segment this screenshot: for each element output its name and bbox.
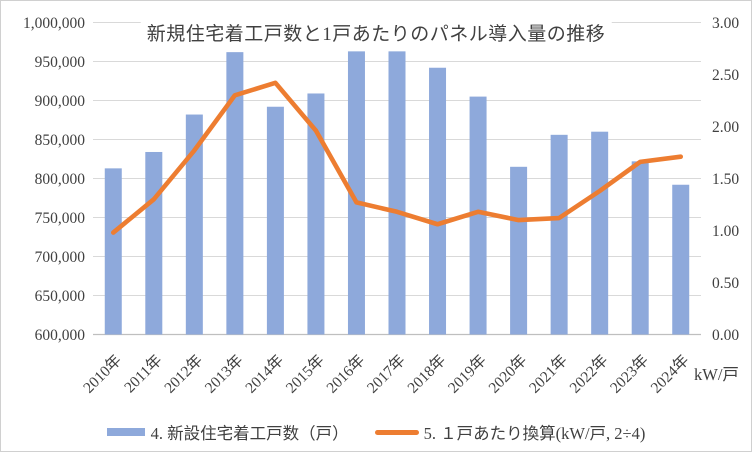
left-axis-tick-label: 850,000: [35, 132, 86, 149]
right-axis-tick-label: 0.50: [712, 275, 739, 292]
bar-2011年: [145, 151, 163, 335]
bar-2020年: [510, 166, 528, 335]
x-axis-label: 2017年: [363, 351, 409, 397]
bar-2015年: [307, 93, 325, 335]
x-axis-label: 2011年: [120, 351, 165, 396]
left-axis-tick-label: 750,000: [35, 210, 86, 227]
x-axis-label: 2023年: [606, 351, 652, 397]
right-axis-tick-label: 0.00: [712, 327, 739, 344]
line-series-swatch: [374, 429, 419, 435]
bar-2017年: [388, 51, 406, 335]
bar-2023年: [631, 161, 649, 335]
bar-2018年: [429, 67, 447, 335]
x-axis-label: 2014年: [242, 351, 288, 397]
bar-2014年: [266, 106, 284, 335]
legend-item-line-series: 5. １戸あたり換算(kW/戸, 2÷4): [374, 420, 646, 444]
right-axis-tick-label: 2.50: [712, 67, 739, 84]
bar-2021年: [550, 134, 568, 335]
x-axis-label: 2010年: [79, 351, 125, 397]
bar-2012年: [185, 114, 203, 335]
bar-2024年: [672, 184, 690, 335]
left-axis-tick-label: 700,000: [35, 249, 86, 266]
right-axis-tick-label: 1.50: [712, 171, 739, 188]
bar-2013年: [226, 52, 244, 335]
x-axis-label: 2021年: [525, 351, 571, 397]
bar-2016年: [347, 51, 365, 335]
right-axis-unit-label: kW/戸: [694, 365, 739, 384]
x-axis-label: 2024年: [647, 351, 693, 397]
left-axis-tick-label: 800,000: [35, 171, 86, 188]
legend: 4. 新設住宅着工戸数（戸） 5. １戸あたり換算(kW/戸, 2÷4): [1, 420, 751, 444]
x-axis-label: 2020年: [485, 351, 531, 397]
x-axis-label: 2022年: [566, 351, 612, 397]
x-axis-label: 2015年: [282, 351, 328, 397]
legend-item-bar-series: 4. 新設住宅着工戸数（戸）: [106, 420, 349, 444]
x-axis-label: 2019年: [444, 351, 490, 397]
bar-2010年: [104, 168, 122, 335]
left-axis-tick-label: 1,000,000: [23, 15, 85, 32]
x-axis-label: 2018年: [404, 351, 450, 397]
left-axis-tick-label: 950,000: [35, 54, 86, 71]
bar-series-swatch: [106, 428, 145, 436]
x-axis-label: 2016年: [323, 351, 369, 397]
x-axis-label: 2012年: [161, 351, 207, 397]
line-series: [110, 80, 684, 235]
bar-2019年: [469, 96, 487, 335]
right-axis-tick-label: 2.00: [712, 119, 739, 136]
left-axis-tick-label: 600,000: [35, 327, 86, 344]
chart-title: 新規住宅着工戸数と1戸あたりのパネル導入量の推移: [140, 19, 612, 46]
x-axis-label: 2013年: [201, 351, 247, 397]
right-axis-tick-label: 1.00: [712, 223, 739, 240]
right-axis-tick-label: 3.00: [712, 15, 739, 32]
line-series-label: 5. １戸あたり換算(kW/戸, 2÷4): [423, 424, 646, 443]
bar-2022年: [591, 131, 609, 335]
left-axis-tick-label: 900,000: [35, 93, 86, 110]
left-axis-tick-label: 650,000: [35, 288, 86, 305]
bar-series-label: 4. 新設住宅着工戸数（戸）: [150, 424, 349, 443]
